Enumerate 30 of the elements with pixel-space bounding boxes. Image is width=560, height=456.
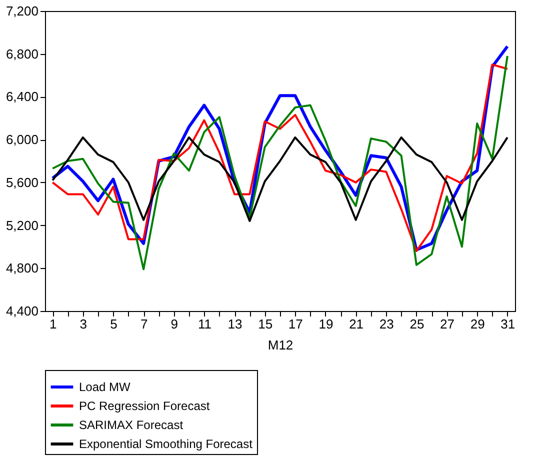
legend-label: PC Regression Forecast: [79, 399, 210, 413]
legend-label: Load MW: [79, 380, 132, 394]
x-tick-label: 15: [258, 316, 273, 332]
y-tick-label: 4,400: [6, 304, 38, 318]
x-tick-label: 5: [110, 316, 118, 332]
x-axis-title: M12: [268, 338, 294, 352]
x-tick-label: 17: [288, 316, 303, 332]
x-tick-label: 9: [170, 316, 178, 332]
y-tick-label: 7,200: [6, 4, 38, 18]
x-tick-label: 25: [410, 316, 424, 332]
x-tick-label: 13: [228, 316, 242, 332]
x-tick-label: 3: [80, 316, 88, 332]
x-tick-label: 23: [379, 316, 394, 332]
y-tick-label: 5,200: [6, 218, 38, 233]
x-tick-label: 11: [198, 316, 212, 332]
x-tick-label: 1: [49, 316, 57, 332]
x-tick-label: 19: [318, 316, 334, 332]
y-tick-label: 5,600: [6, 174, 38, 190]
x-tick-label: 21: [349, 316, 364, 332]
y-tick-label: 6,000: [6, 132, 38, 148]
x-tick-label: 27: [440, 316, 455, 332]
legend-label: SARIMAX Forecast: [79, 418, 184, 432]
y-tick-label: 6,800: [6, 46, 38, 62]
y-tick-label: 4,800: [6, 260, 38, 276]
x-tick-label: 29: [470, 316, 485, 332]
x-tick-label: 31: [500, 316, 516, 332]
legend-label: Exponential Smoothing Forecast: [79, 437, 254, 451]
y-tick-label: 6,400: [6, 89, 38, 104]
line-series: [52, 136, 508, 222]
x-tick-label: 7: [140, 316, 148, 332]
